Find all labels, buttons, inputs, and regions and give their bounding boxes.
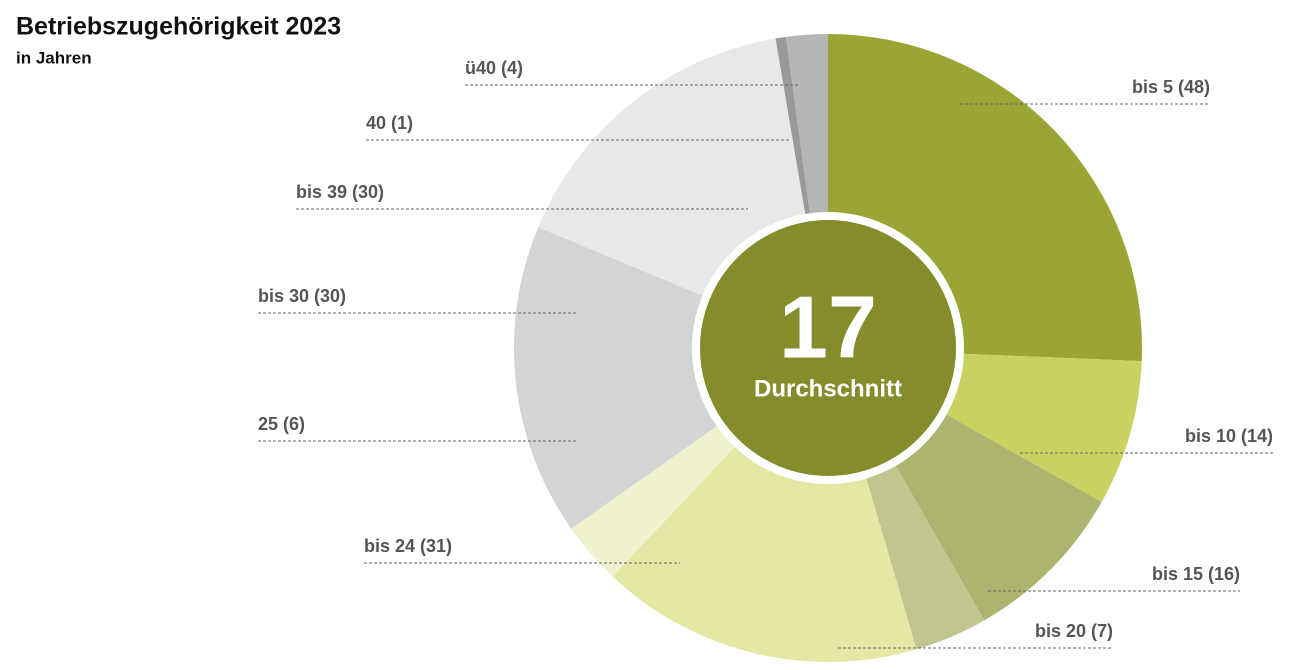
slice-label: bis 5 (48) <box>1132 77 1210 97</box>
slice-label: bis 24 (31) <box>364 536 452 556</box>
slice <box>513 227 828 529</box>
center-value: 17 <box>779 277 877 376</box>
chart-title: Betriebszugehörigkeit 2023 <box>16 13 341 41</box>
slice-label: 40 (1) <box>366 113 413 133</box>
slice-label: bis 20 (7) <box>1035 621 1113 641</box>
slice-label: 25 (6) <box>258 414 305 434</box>
slice-label: bis 30 (30) <box>258 286 346 306</box>
center-label: Durchschnitt <box>754 375 902 402</box>
slice-label: bis 39 (30) <box>296 182 384 202</box>
slice-label: ü40 (4) <box>465 58 523 78</box>
slice-label: bis 10 (14) <box>1185 426 1273 446</box>
center-disc <box>700 220 956 476</box>
slice-label: bis 15 (16) <box>1152 564 1240 584</box>
chart-subtitle: in Jahren <box>16 48 92 67</box>
